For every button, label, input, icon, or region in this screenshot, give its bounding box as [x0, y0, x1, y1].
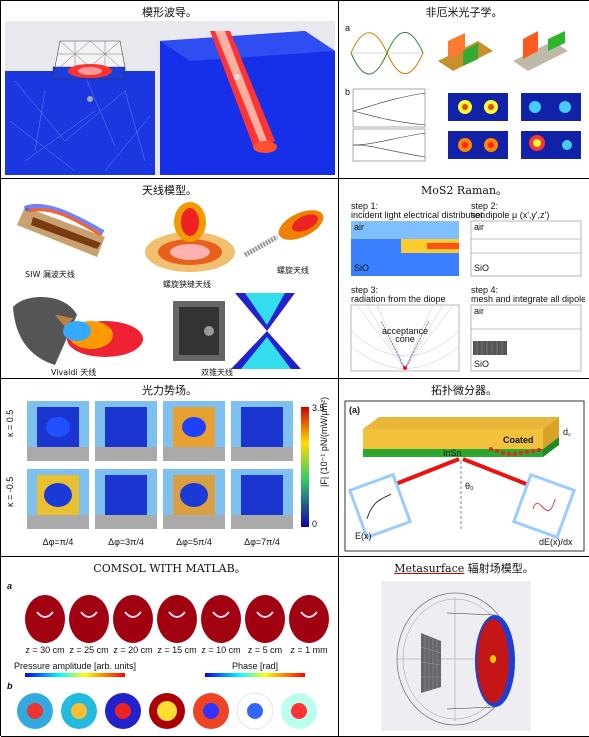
cone-label: cone [395, 334, 415, 344]
disk-row-a [25, 595, 329, 643]
colorbar-bottom: 0 [312, 519, 317, 529]
helix-label: 螺旋天线 [277, 265, 309, 275]
cell-raman: MoS2 Raman。 step 1: incident light elect… [339, 179, 589, 379]
siw-label: SIW 漏波天线 [25, 269, 75, 279]
force-map-r1c1 [27, 401, 89, 461]
spiral-slot-label: 螺旋狭缝天线 [163, 279, 211, 289]
step1-desc: incident light electrical distribution [351, 210, 485, 220]
cell-topo-differentiator: 拓扑微分器。 (a) Coated InSn d꜀ θ₀ [339, 379, 589, 557]
cell-title: 非厄米光子学。 [425, 6, 503, 19]
z-label-4: z = 15 cm [157, 645, 196, 655]
raman-figure: step 1: incident light electrical distri… [350, 201, 585, 372]
svg-text:a: a [345, 23, 350, 33]
cell-metasurface: Metasurface 辐射场模型。 [339, 557, 589, 737]
svg-text:b: b [345, 87, 350, 97]
cell-nonhermitian: 非厄米光子学。 a b [339, 1, 589, 179]
air-label: air [474, 222, 484, 232]
phase-label: Phase [rad] [232, 661, 278, 671]
metasurface-figure [381, 581, 531, 731]
cell-title: 拓扑微分器。 [431, 384, 497, 397]
phase-colorbar [205, 673, 305, 677]
sio2-label: SiO [474, 359, 489, 369]
cell-title: 天线模型。 [142, 184, 197, 197]
force-map-r1c4 [231, 401, 293, 461]
eout-label: dE(x)/dx [539, 537, 573, 547]
optical-force-figure: κ = 0.5 κ = -0.5 [5, 397, 329, 547]
panel-b: b [7, 681, 13, 691]
title-rest: 辐射场模型。 [464, 562, 534, 575]
colorbar-top: 3.5 [312, 403, 325, 413]
panel-label: (a) [349, 405, 360, 415]
topo-figure: (a) Coated InSn d꜀ θ₀ E(x) dE(x) [344, 400, 585, 552]
antenna-figure: SIW 漏波天线 螺旋狭缝天线 螺旋天线 Vivaldi 天线 [13, 202, 324, 377]
cell-waveguide: 模形波导。 [1, 1, 339, 179]
amp-colorbar [25, 673, 125, 677]
cell-comsol-matlab: COMSOL WITH MATLAB。 a z = 30 cm z = 25 c… [1, 557, 339, 737]
force-map-r1c3 [163, 401, 225, 461]
row-label-1: κ = 0.5 [5, 410, 15, 437]
z-label-3: z = 20 cm [113, 645, 152, 655]
col-label-3: Δφ=5π/4 [176, 537, 212, 547]
title-highlight: Metasurface [394, 562, 465, 575]
force-map-r2c3 [163, 469, 225, 529]
biconical-label: 双锥天线 [201, 367, 233, 377]
z-label-6: z = 5 cm [248, 645, 282, 655]
col-label-2: Δφ=3π/4 [108, 537, 144, 547]
colorbar-label: |F| (10⁻¹ pN/(mW/μm²)) [319, 397, 329, 487]
row-label-2: κ = -0.5 [5, 477, 15, 507]
air-label: air [474, 306, 484, 316]
cell-title: COMSOL WITH MATLAB。 [93, 562, 246, 575]
z-label-5: z = 10 cm [201, 645, 240, 655]
amp-label: Pressure amplitude [arb. units] [14, 661, 136, 671]
comsol-matlab-figure: a z = 30 cm z = 25 cm z = 20 cm z = 15 c… [7, 581, 329, 730]
acceptance-label: acceptance [382, 326, 428, 336]
colorbar [301, 407, 309, 527]
panel-a: a [7, 581, 12, 591]
force-map-r2c1 [27, 469, 89, 529]
col-label-1: Δφ=π/4 [43, 537, 74, 547]
step2-desc: set dipole μ (x',y',z') [471, 210, 549, 220]
layer-label: InSn [443, 448, 462, 458]
vivaldi-label: Vivaldi 天线 [51, 367, 96, 377]
disk-row-b [17, 692, 317, 730]
sio2-label: SiO [474, 263, 489, 273]
theta-label: θ₀ [465, 481, 474, 491]
cell-title: 光力势场。 [142, 384, 197, 397]
z-label-1: z = 30 cm [25, 645, 64, 655]
cell-antenna: 天线模型。 SIW 漏波天线 螺旋狭缝天线 螺旋天线 Vivaldi 天线 [1, 179, 339, 379]
step2-label: step 2: [471, 201, 498, 211]
col-label-4: Δφ=7π/4 [244, 537, 280, 547]
cell-optical-force: 光力势场。 κ = 0.5 κ = -0.5 [1, 379, 339, 557]
step4-desc: mesh and integrate all dipoles [471, 294, 585, 304]
cell-title: 模形波导。 [142, 6, 197, 19]
step1-label: step 1: [351, 201, 378, 211]
force-map-r2c4 [231, 469, 293, 529]
air-label: air [354, 222, 364, 232]
step3-desc: radiation from the diope [351, 294, 446, 304]
ein-label: E(x) [355, 531, 372, 541]
force-map-r2c2 [95, 469, 157, 529]
sio2-label: SiO [354, 263, 369, 273]
step4-label: step 4: [471, 285, 498, 295]
force-map-r1c2 [95, 401, 157, 461]
z-label-7: z = 1 mm [290, 645, 327, 655]
z-label-2: z = 25 cm [69, 645, 108, 655]
nonhermitian-figure: a b [345, 23, 581, 162]
waveguide-figure [5, 21, 335, 175]
step3-label: step 3: [351, 285, 378, 295]
coated-label: Coated [503, 435, 534, 445]
cell-title: Metasurface 辐射场模型。 [339, 560, 589, 576]
cell-title: MoS2 Raman。 [420, 184, 508, 197]
dc-label: d꜀ [563, 427, 571, 437]
